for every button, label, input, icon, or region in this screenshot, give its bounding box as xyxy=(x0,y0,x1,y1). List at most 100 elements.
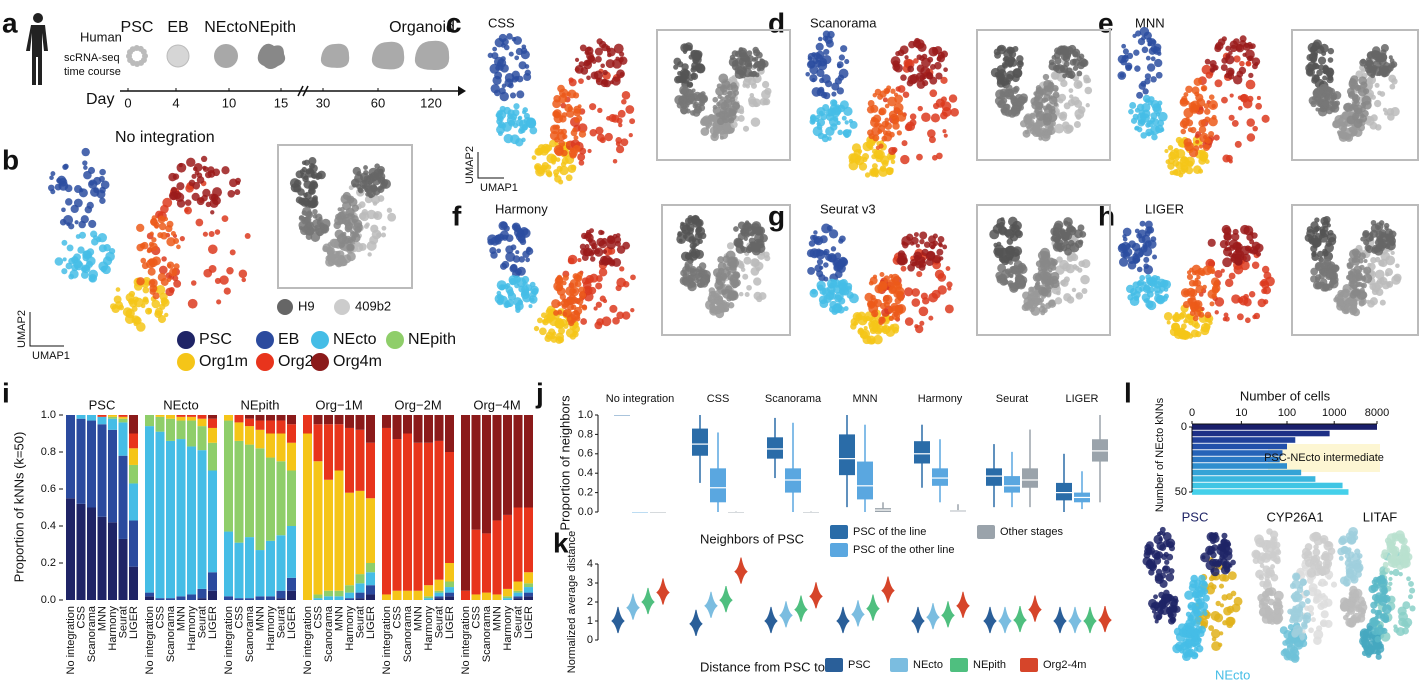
umap-point xyxy=(718,73,729,84)
umap-point xyxy=(1079,230,1087,238)
x-tick-label: No integration xyxy=(144,606,156,675)
umap-point xyxy=(919,238,925,245)
umap-point xyxy=(1085,103,1090,108)
umap-point xyxy=(1251,261,1260,269)
umap-point xyxy=(628,132,633,138)
bar-segment xyxy=(287,470,296,526)
umap-point xyxy=(1050,71,1060,80)
umap-point xyxy=(1193,77,1202,87)
umap-point xyxy=(805,71,811,77)
umap-point xyxy=(1336,299,1344,306)
bar-segment xyxy=(392,590,402,600)
umap-point xyxy=(1238,66,1247,75)
umap-point xyxy=(595,126,604,135)
umap-point xyxy=(216,299,222,305)
umap-point xyxy=(1303,555,1310,562)
umap-point xyxy=(1376,54,1385,62)
umap-point xyxy=(1321,221,1329,228)
umap-point xyxy=(1011,230,1017,236)
umap-point xyxy=(761,80,770,89)
umap-point xyxy=(522,107,528,113)
umap-point xyxy=(821,223,832,234)
x-tick-label: Harmony xyxy=(344,606,356,651)
umap-point xyxy=(915,324,924,334)
umap-point xyxy=(1376,243,1382,249)
umap-point xyxy=(297,188,305,196)
panel-label: c xyxy=(446,7,462,38)
umap-point xyxy=(1327,47,1335,55)
umap-point xyxy=(609,304,618,313)
umap-point xyxy=(566,303,575,311)
violin xyxy=(779,601,793,628)
y-tick-label: 0.6 xyxy=(41,483,56,495)
bar-segment xyxy=(382,594,391,600)
umap-point xyxy=(521,228,531,238)
bar-segment xyxy=(324,590,333,597)
umap-point xyxy=(1293,607,1298,612)
umap-point xyxy=(761,62,766,67)
umap-point xyxy=(1315,107,1320,112)
umap-point xyxy=(761,89,771,100)
x-tick-label: CSS xyxy=(470,606,482,629)
bar-segment xyxy=(245,418,254,427)
bar-segment xyxy=(413,590,423,600)
umap-point xyxy=(561,157,569,165)
umap-point xyxy=(1234,257,1243,266)
umap-point xyxy=(811,87,822,97)
umap-point xyxy=(944,304,954,314)
umap-point xyxy=(1004,59,1010,65)
umap-point xyxy=(1186,273,1194,281)
umap-point xyxy=(878,319,884,326)
umap-axes xyxy=(477,152,504,179)
umap-point xyxy=(580,232,588,240)
umap-point xyxy=(1313,593,1323,603)
bar-segment xyxy=(434,590,444,593)
umap-point xyxy=(1158,111,1168,122)
chart-title: Number of cells xyxy=(1240,388,1331,403)
x-tick-label: Harmony xyxy=(502,606,514,651)
umap-point xyxy=(318,216,323,222)
eb-icon xyxy=(166,44,190,68)
umap-point xyxy=(1384,268,1394,277)
legend-label: Other stages xyxy=(1000,526,1063,538)
umap-point xyxy=(589,103,597,111)
umap-point xyxy=(1172,595,1179,602)
day-label: 30 xyxy=(316,95,330,110)
umap-point xyxy=(890,302,899,312)
umap-point xyxy=(1389,58,1395,64)
legend-label: NEpith xyxy=(973,659,1006,671)
umap-point xyxy=(568,78,577,87)
umap-point xyxy=(896,112,907,122)
umap-point xyxy=(136,277,145,286)
umap-point xyxy=(1180,128,1187,135)
umap-point xyxy=(518,115,523,121)
umap-point xyxy=(1367,262,1372,267)
umap-point xyxy=(1223,312,1229,318)
umap-point xyxy=(817,118,826,127)
bar-segment xyxy=(471,529,481,595)
umap-point xyxy=(1187,601,1197,611)
umap-point xyxy=(601,316,612,327)
umap-point xyxy=(139,242,146,249)
umap-point xyxy=(515,305,521,311)
umap-point xyxy=(578,78,584,85)
umap-point xyxy=(61,239,68,246)
umap-point xyxy=(731,84,739,93)
umap-point xyxy=(823,262,829,268)
umap-point xyxy=(937,235,945,243)
axis-title: Proportion of kNNs (k=50) xyxy=(11,432,26,583)
umap-point xyxy=(83,165,88,170)
bar-segment xyxy=(266,433,275,458)
umap-point xyxy=(111,304,120,314)
umap-point xyxy=(1197,637,1202,642)
umap-point xyxy=(1312,62,1319,70)
umap-point xyxy=(1198,125,1207,134)
umap-point xyxy=(1214,43,1221,50)
bar-segment xyxy=(313,594,323,599)
bar-segment xyxy=(303,433,312,600)
umap-point xyxy=(1314,225,1321,232)
umap-point xyxy=(572,145,581,153)
umap-point xyxy=(1139,220,1146,227)
umap-point xyxy=(1068,88,1074,93)
umap-point xyxy=(996,217,1006,227)
